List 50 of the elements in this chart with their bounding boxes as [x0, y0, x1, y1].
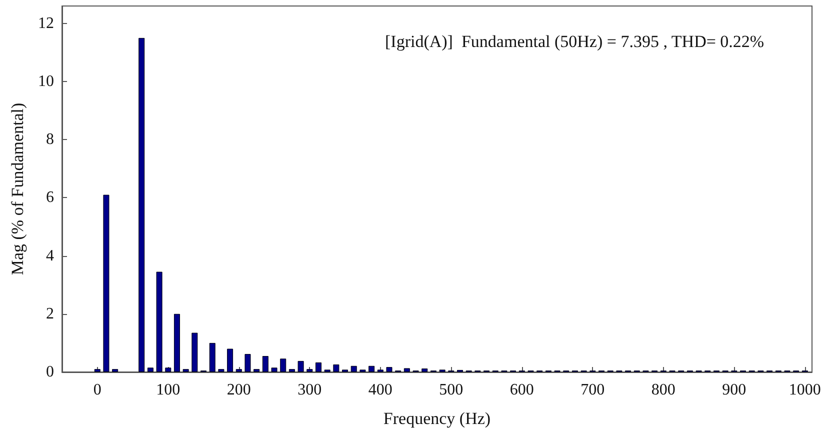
- y-tick-label: 8: [46, 131, 54, 148]
- x-tick-label: 600: [510, 382, 534, 398]
- x-tick-label: 700: [580, 382, 605, 398]
- bar: [156, 272, 162, 372]
- bar: [368, 366, 375, 372]
- x-tick-label: 900: [722, 382, 746, 398]
- bar: [147, 368, 154, 372]
- y-axis-title: Mag (% of Fundamental): [8, 102, 27, 276]
- x-tick-label: 400: [368, 382, 392, 398]
- x-tick-label: 0: [93, 382, 102, 398]
- x-tick-label: 1000: [788, 382, 821, 398]
- bar: [280, 358, 286, 372]
- bar: [182, 369, 189, 372]
- bar: [386, 367, 392, 372]
- bar: [306, 369, 313, 372]
- annotation: [Igrid(A)] Fundamental (50Hz) = 7.395 , THD= 0.22%: [385, 32, 764, 51]
- x-tick-label: 100: [156, 382, 180, 398]
- bar: [236, 369, 242, 372]
- bar: [315, 362, 322, 372]
- x-tick-label: 300: [298, 382, 322, 398]
- bar: [254, 369, 260, 372]
- bar: [165, 368, 172, 372]
- bar: [209, 342, 216, 372]
- bar: [227, 348, 234, 372]
- bar: [192, 332, 198, 372]
- y-tick-label: 2: [46, 305, 54, 322]
- bar: [94, 369, 100, 372]
- bar: [404, 368, 410, 372]
- y-tick-label: 4: [46, 247, 54, 264]
- bar: [333, 364, 340, 372]
- bar: [298, 360, 304, 372]
- bar: [244, 354, 251, 372]
- x-axis-title: Frequency (Hz): [383, 409, 491, 428]
- bar: [350, 366, 357, 372]
- bar: [218, 369, 224, 372]
- bar: [138, 38, 145, 372]
- bar: [271, 368, 278, 372]
- bar: [112, 369, 118, 372]
- bar: [174, 314, 180, 372]
- y-tick-label: 12: [38, 14, 54, 32]
- bar: [422, 368, 428, 372]
- y-tick-label: 0: [46, 364, 54, 380]
- bar: [103, 194, 110, 372]
- bar: [288, 369, 295, 372]
- bar: [262, 356, 268, 372]
- x-tick-label: 500: [439, 382, 464, 398]
- x-tick-label: 800: [651, 382, 676, 398]
- x-tick-label: 200: [226, 382, 251, 398]
- y-tick-label: 10: [38, 73, 54, 90]
- y-tick-label: 6: [46, 189, 54, 206]
